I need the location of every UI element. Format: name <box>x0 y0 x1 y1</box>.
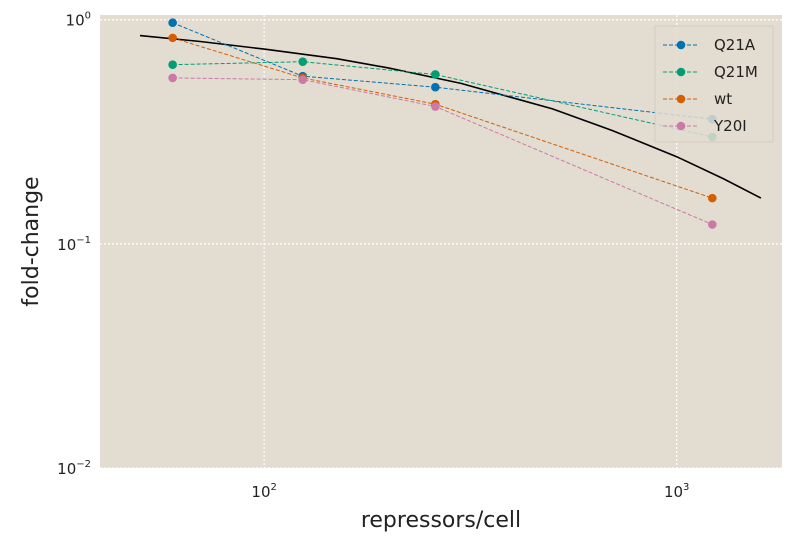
data-point-q21m <box>168 60 177 70</box>
data-point-q21a <box>168 18 177 28</box>
series-line-wt <box>172 37 713 199</box>
y-tick-label: 10−1 <box>57 235 91 254</box>
legend-label: Q21M <box>714 63 758 81</box>
data-point-wt <box>168 33 177 43</box>
legend-marker <box>676 94 686 104</box>
legend-marker <box>676 121 686 131</box>
series-line-q21m <box>172 61 713 138</box>
y-axis-label: fold-change <box>19 176 44 306</box>
legend-label: Q21A <box>714 36 756 54</box>
y-tick-label: 100 <box>66 11 91 30</box>
legend-marker <box>676 40 686 50</box>
legend-marker <box>676 67 686 77</box>
legend-label: Y20I <box>713 117 747 135</box>
data-point-q21m <box>431 70 440 79</box>
legend: Q21A Q21M wt Y20I <box>654 25 774 143</box>
legend-item-q21a: Q21A <box>663 36 756 54</box>
legend-item-q21m: Q21M <box>663 63 758 81</box>
data-point-q21m <box>298 57 308 66</box>
data-point-y20i <box>168 73 177 83</box>
data-point-y20i <box>298 75 308 85</box>
data-point-y20i <box>431 102 440 111</box>
y-tick-label: 10−2 <box>57 459 91 478</box>
theory-curve-layer <box>139 34 762 199</box>
data-point-y20i <box>708 220 717 229</box>
series-line-y20i <box>172 77 713 225</box>
series-line-q21a <box>172 22 713 120</box>
series-wt <box>168 33 717 203</box>
x-axis-label: repressors/cell <box>361 508 521 533</box>
grid-lines <box>100 15 782 469</box>
x-tick-label: 102 <box>251 482 276 501</box>
series-y20i <box>168 73 717 229</box>
x-tick-labels: 102 103 <box>251 482 689 501</box>
x-tick-label: 103 <box>664 482 689 501</box>
legend-label: wt <box>714 90 732 108</box>
data-point-wt <box>708 193 717 203</box>
data-point-q21a <box>431 82 440 92</box>
legend-item-wt: wt <box>663 90 732 108</box>
theory-curve <box>139 34 762 199</box>
y-tick-labels: 10−2 10−1 100 <box>57 11 91 478</box>
legend-box <box>654 25 774 143</box>
legend-item-y20i: Y20I <box>663 117 747 135</box>
